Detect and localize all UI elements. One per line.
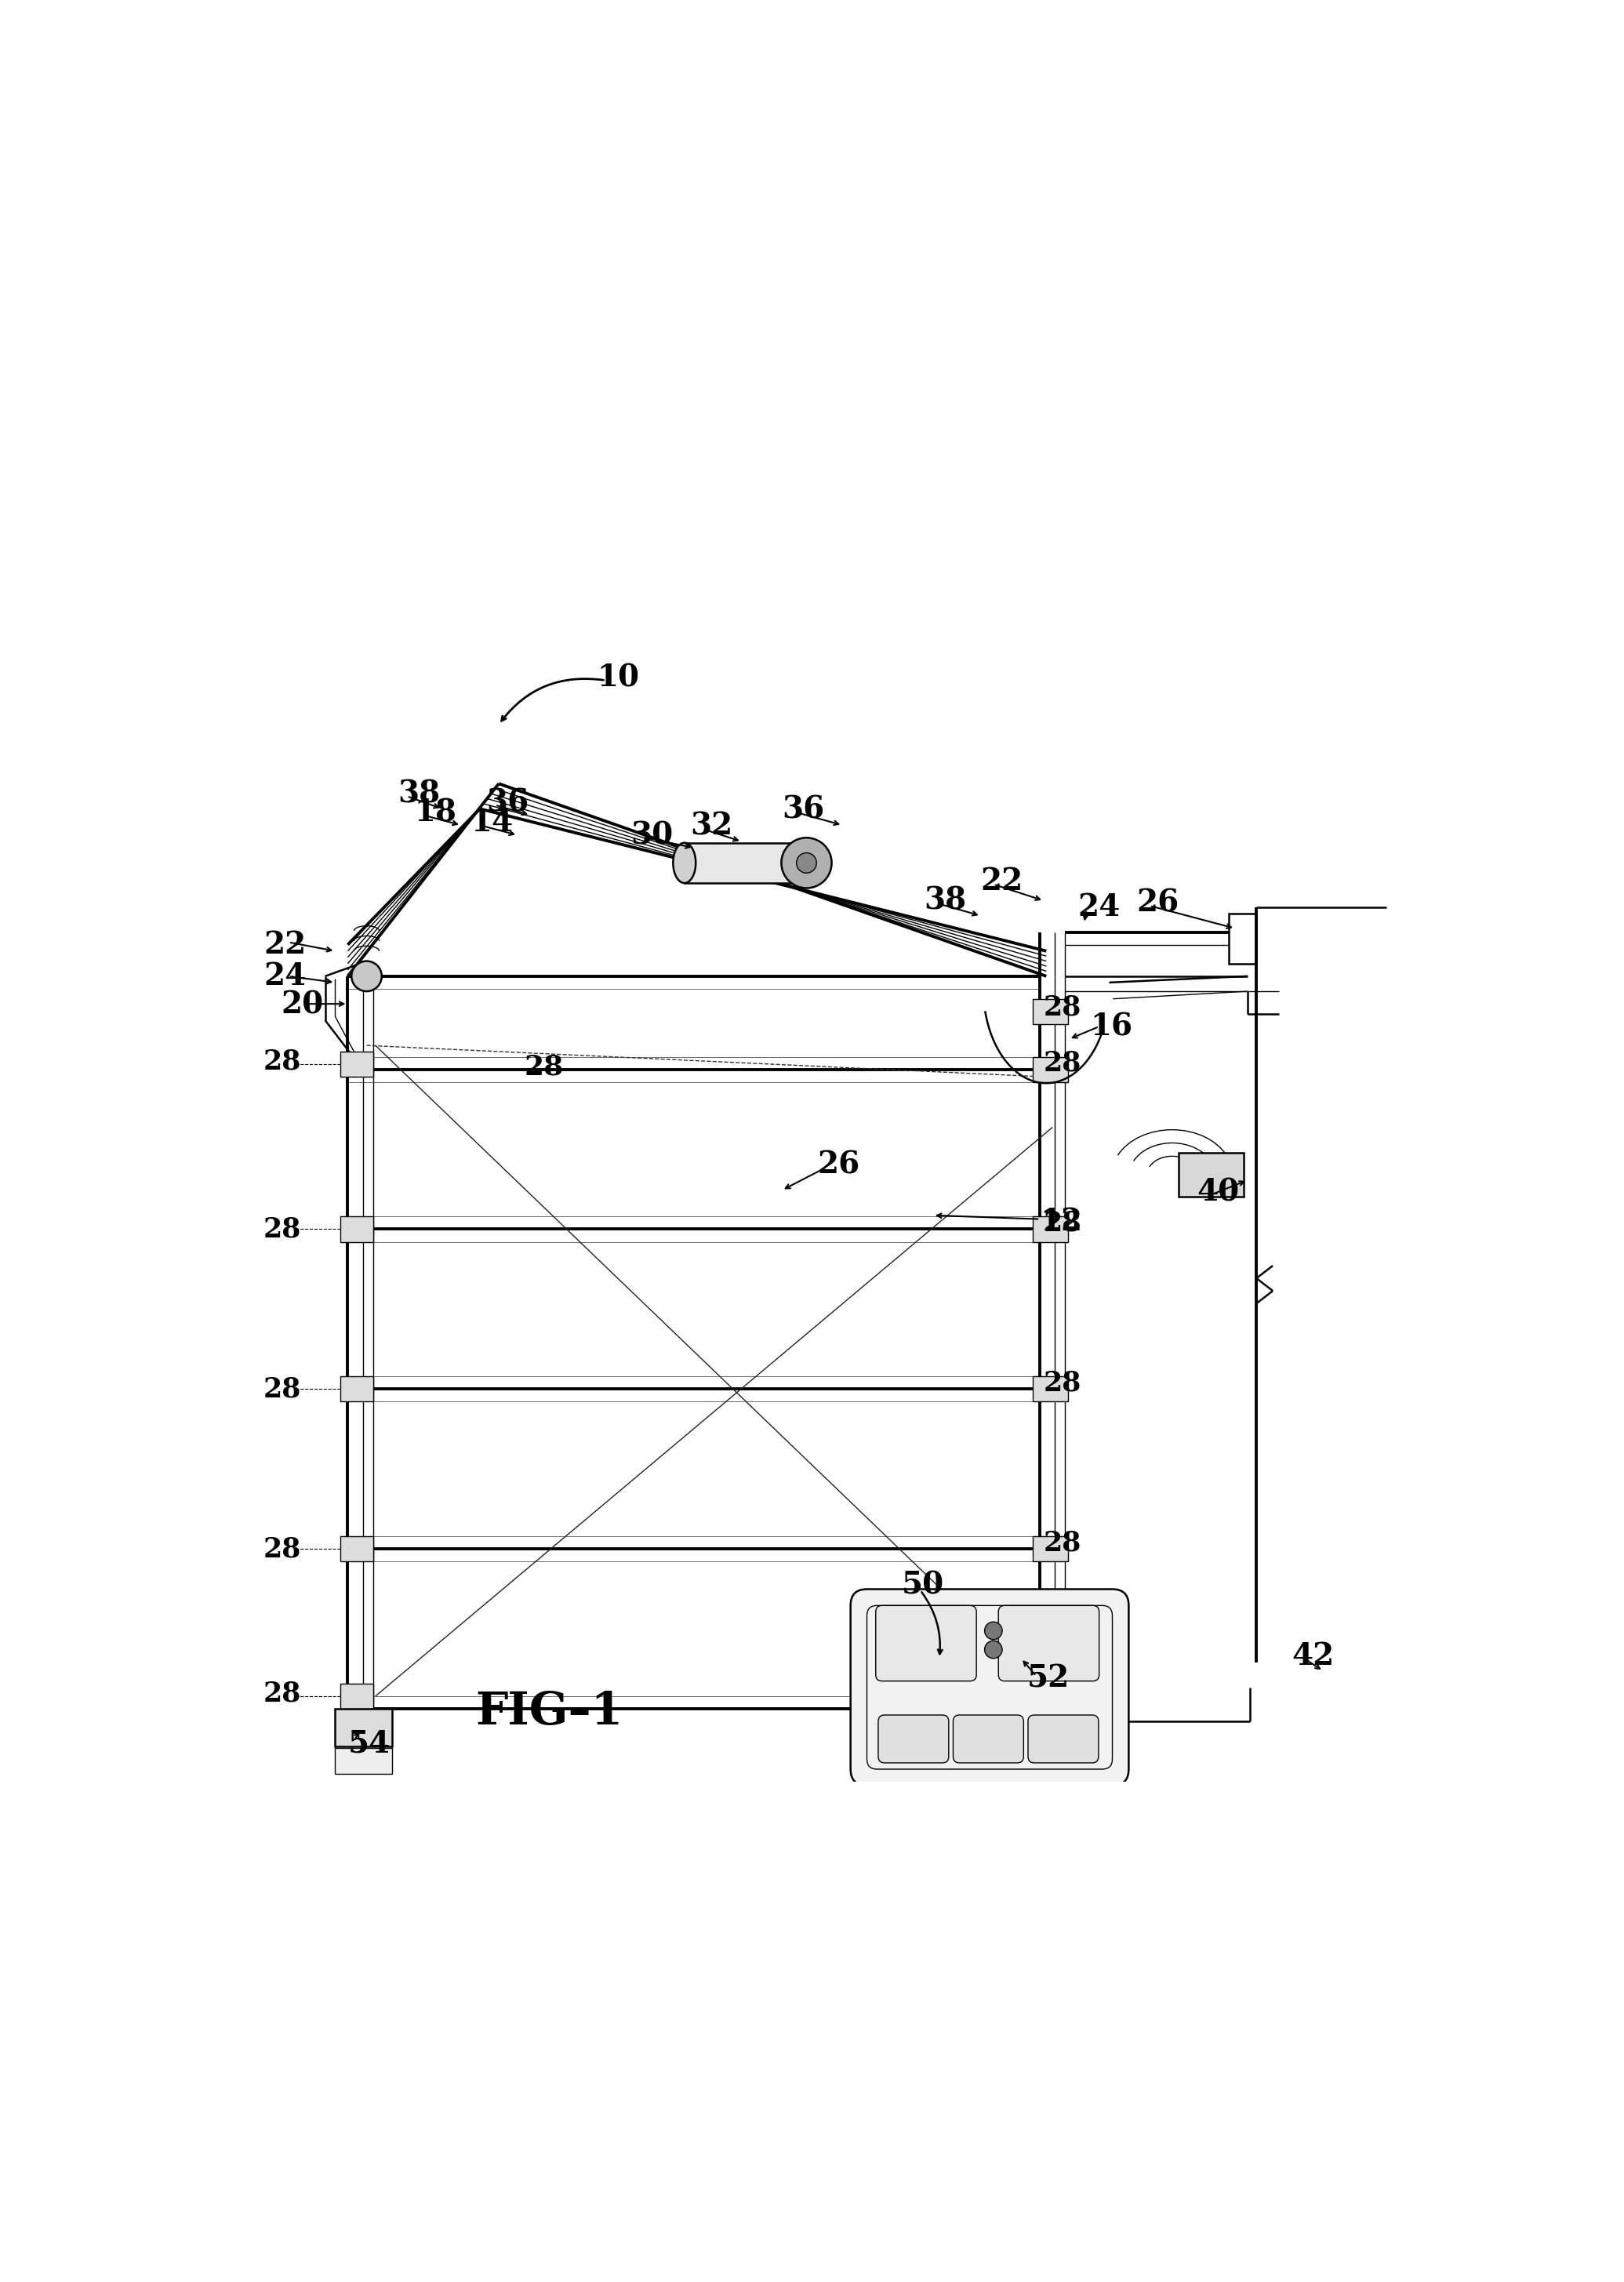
Text: 38: 38 [398,778,440,808]
Text: 52: 52 [1028,1664,1070,1693]
Ellipse shape [793,842,815,883]
Text: 28: 28 [525,1054,564,1079]
Bar [339,1684,374,1709]
Text: 28: 28 [263,1216,302,1241]
Text: 26: 26 [1137,888,1179,917]
Text: 12: 12 [1039,1207,1083,1237]
Text: 28: 28 [1044,1529,1082,1556]
Text: 10: 10 [598,664,640,694]
Text: 28: 28 [1044,1209,1082,1237]
Circle shape [1005,1620,1031,1645]
Bar [996,1609,1044,1657]
FancyBboxPatch shape [1028,1716,1098,1764]
Bar [1033,1536,1067,1561]
Circle shape [796,853,817,874]
Text: 28: 28 [1044,995,1082,1020]
Text: 28: 28 [263,1376,302,1403]
Bar [339,1376,374,1401]
Text: 50: 50 [901,1570,944,1600]
Text: 14: 14 [471,808,513,837]
Ellipse shape [672,842,695,883]
Bar [684,842,804,883]
Bar [1033,1057,1067,1082]
Text: 42: 42 [1291,1641,1335,1670]
FancyBboxPatch shape [999,1607,1099,1682]
Circle shape [984,1623,1002,1638]
Text: 28: 28 [1044,1369,1082,1397]
Text: 28: 28 [263,1680,302,1707]
Text: 24: 24 [263,961,305,990]
Text: 24: 24 [1078,892,1121,922]
Text: 16: 16 [1090,1011,1134,1041]
Text: 28: 28 [1044,1050,1082,1077]
Text: 36: 36 [486,787,529,817]
Bar [339,1216,374,1241]
Circle shape [984,1641,1002,1659]
Text: 32: 32 [690,812,732,842]
FancyBboxPatch shape [953,1716,1023,1764]
Bar [1179,1152,1244,1196]
Circle shape [351,961,382,990]
Bar [1033,1000,1067,1025]
Text: 38: 38 [924,885,966,915]
Text: 26: 26 [817,1150,859,1180]
Text: 54: 54 [348,1730,390,1759]
Bar [1033,1376,1067,1401]
Text: 22: 22 [263,929,305,961]
Text: FIG–1: FIG–1 [476,1691,624,1734]
Text: 40: 40 [1197,1178,1239,1207]
Text: 20: 20 [281,990,323,1020]
FancyBboxPatch shape [875,1607,976,1682]
Bar [339,1052,374,1077]
Text: 30: 30 [630,819,674,851]
Text: 28: 28 [263,1536,302,1563]
FancyBboxPatch shape [879,1716,948,1764]
Text: 18: 18 [414,799,456,828]
Text: 22: 22 [981,867,1023,897]
Circle shape [781,837,831,888]
Text: 36: 36 [783,794,825,826]
Bar [335,1748,391,1773]
Bar [335,1709,391,1746]
Bar [339,1536,374,1561]
Bar [1229,913,1257,963]
Text: 28: 28 [263,1047,302,1075]
Bar [1033,1216,1067,1241]
FancyBboxPatch shape [851,1588,1129,1785]
